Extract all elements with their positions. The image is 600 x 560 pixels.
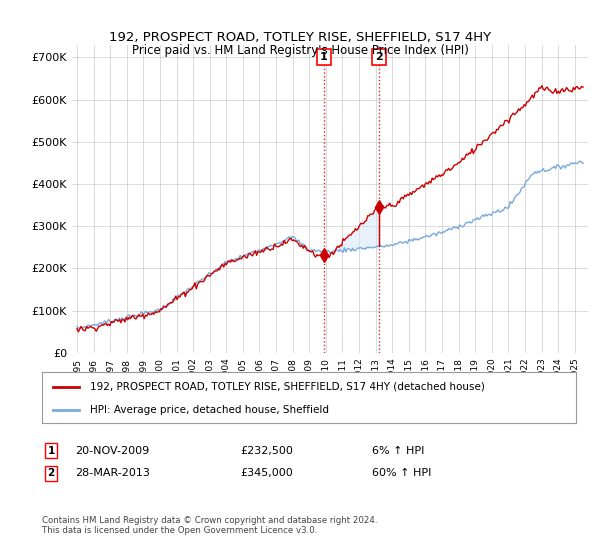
Text: 192, PROSPECT ROAD, TOTLEY RISE, SHEFFIELD, S17 4HY: 192, PROSPECT ROAD, TOTLEY RISE, SHEFFIE… (109, 31, 491, 44)
Text: £345,000: £345,000 (240, 468, 293, 478)
Text: 1: 1 (47, 446, 55, 456)
Text: HPI: Average price, detached house, Sheffield: HPI: Average price, detached house, Shef… (90, 405, 329, 415)
Text: 2: 2 (47, 468, 55, 478)
Text: 1: 1 (320, 52, 328, 62)
Text: 28-MAR-2013: 28-MAR-2013 (75, 468, 150, 478)
Text: 6% ↑ HPI: 6% ↑ HPI (372, 446, 424, 456)
Text: £232,500: £232,500 (240, 446, 293, 456)
Text: 192, PROSPECT ROAD, TOTLEY RISE, SHEFFIELD, S17 4HY (detached house): 192, PROSPECT ROAD, TOTLEY RISE, SHEFFIE… (90, 381, 485, 391)
Text: 20-NOV-2009: 20-NOV-2009 (75, 446, 149, 456)
Text: 60% ↑ HPI: 60% ↑ HPI (372, 468, 431, 478)
Text: 2: 2 (375, 52, 383, 62)
Text: Price paid vs. HM Land Registry's House Price Index (HPI): Price paid vs. HM Land Registry's House … (131, 44, 469, 57)
Text: Contains HM Land Registry data © Crown copyright and database right 2024.
This d: Contains HM Land Registry data © Crown c… (42, 516, 377, 535)
